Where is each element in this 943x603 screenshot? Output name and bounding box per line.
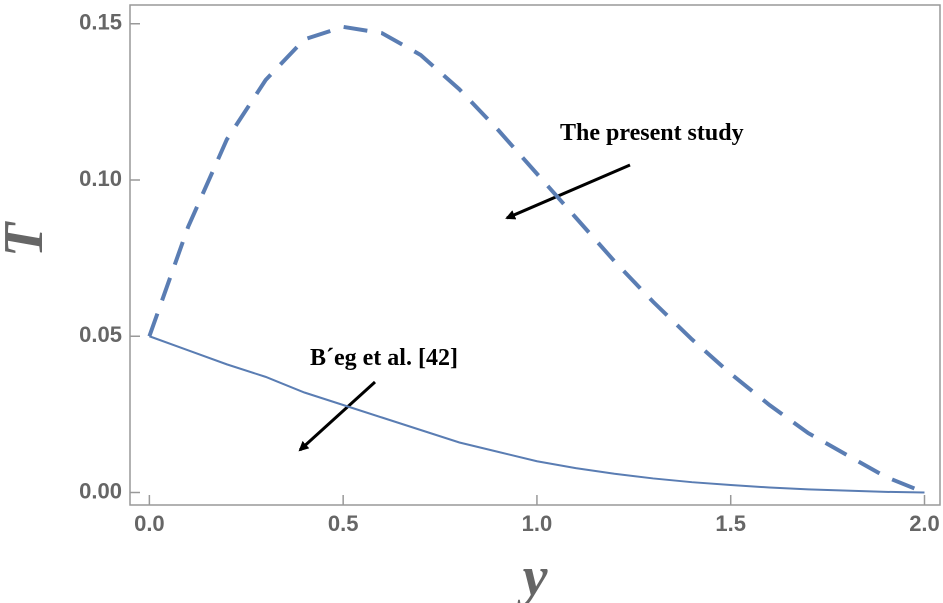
y-tick-label: 0.10 — [79, 166, 122, 191]
y-tick-label: 0.15 — [79, 10, 122, 35]
x-tick-label: 1.0 — [522, 511, 553, 536]
x-tick-label: 2.0 — [909, 511, 940, 536]
x-tick-label: 0.5 — [328, 511, 359, 536]
y-tick-label: 0.05 — [79, 322, 122, 347]
annotation-arrow — [505, 163, 631, 220]
x-axis-label: y — [517, 546, 549, 603]
annotation: B´eg et al. [42] — [310, 345, 458, 371]
series-line — [149, 335, 925, 494]
annotation-arrow — [298, 380, 377, 452]
series-line — [147, 24, 926, 495]
y-axis-label: T — [0, 220, 55, 257]
y-tick-label: 0.00 — [79, 478, 122, 503]
x-tick-label: 1.5 — [715, 511, 746, 536]
annotation: The present study — [560, 120, 744, 146]
x-tick-label: 0.0 — [134, 511, 165, 536]
plot-frame — [129, 4, 941, 506]
